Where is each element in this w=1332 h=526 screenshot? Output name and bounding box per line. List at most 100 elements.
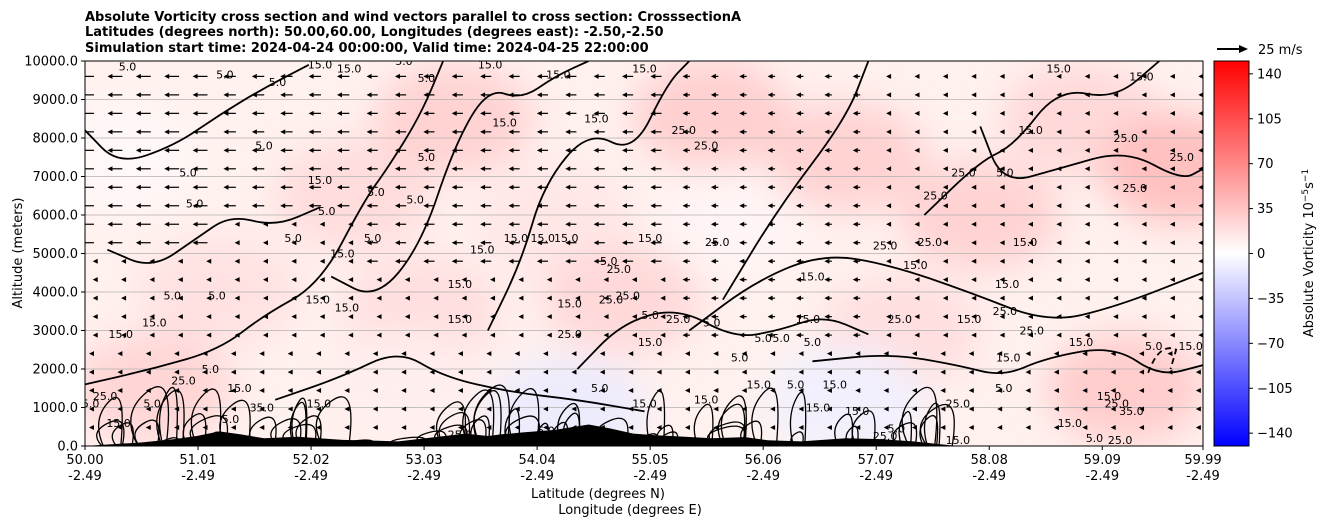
wind-vector-head	[971, 332, 977, 338]
x-tick-label-lon-3: -2.49	[407, 469, 441, 484]
wind-vector-539	[824, 73, 832, 79]
wind-vector-222	[401, 388, 407, 394]
wind-vector-head	[480, 221, 486, 227]
wind-vector-26	[121, 314, 127, 320]
wind-vector-head	[912, 425, 918, 431]
wind-vector-704	[1082, 351, 1088, 357]
wind-vector-8	[92, 277, 98, 283]
wind-vector-45	[149, 332, 155, 338]
wind-vector-304	[514, 351, 520, 357]
wind-vector-head	[770, 351, 776, 357]
wind-vector-433	[682, 184, 690, 190]
wind-vector-275	[451, 147, 463, 153]
wind-vector-596	[914, 129, 920, 135]
contour-low-squiggle-2	[156, 389, 185, 446]
wind-vector-head	[565, 92, 571, 98]
wind-vector-765	[1169, 332, 1175, 338]
wind-vector-509	[796, 258, 804, 264]
wind-vector-head	[423, 73, 429, 79]
wind-vector-203	[372, 369, 378, 375]
wind-vector-head	[968, 406, 974, 412]
wind-vector-495	[767, 147, 776, 153]
wind-vector-331	[536, 221, 549, 227]
wind-vector-head	[852, 203, 858, 209]
wind-vector-448	[710, 277, 719, 283]
wind-vector-head	[177, 295, 183, 301]
wind-vector-head	[682, 92, 688, 98]
wind-vector-head	[1169, 258, 1175, 264]
wind-vector-114	[223, 166, 236, 172]
wind-vector-441	[713, 406, 719, 412]
wind-vector-641	[997, 406, 1003, 412]
wind-vector-350	[565, 240, 577, 246]
wind-vector-head	[942, 147, 948, 153]
wind-vector-471	[739, 221, 747, 227]
wind-vector-head	[429, 406, 435, 412]
y-tick-label-7: 7000.0	[33, 170, 79, 185]
wind-vector-249	[423, 258, 435, 264]
wind-vector-647	[999, 295, 1005, 301]
wind-vector-238	[394, 92, 407, 98]
wind-vector-head	[710, 92, 716, 98]
wind-vector-head	[593, 258, 599, 264]
wind-vector-709	[1084, 258, 1090, 264]
wind-vector-636	[971, 129, 977, 135]
wind-vector-head	[883, 406, 889, 412]
wind-vector-223	[401, 369, 407, 375]
wind-vector-head	[940, 369, 946, 375]
contour-low-squiggle-23	[291, 397, 308, 446]
wind-vector-254	[423, 166, 435, 172]
contour-label-90: 35.0	[250, 401, 275, 414]
wind-vector-head	[164, 203, 170, 209]
contour-label-105: 15.0	[1058, 417, 1083, 430]
wind-vector-419	[650, 73, 662, 79]
y-tick-label-1: 1000.0	[33, 401, 79, 416]
wind-vector-407	[660, 295, 666, 301]
wind-vector-589	[914, 258, 920, 264]
wind-vector-head	[344, 406, 350, 412]
wind-vector-head	[348, 221, 354, 227]
wind-vector-head	[230, 388, 236, 394]
wind-vector-81	[202, 406, 208, 412]
wind-vector-708	[1084, 277, 1090, 283]
contour-label-5: 5.0	[395, 55, 413, 68]
wind-vector-head	[741, 406, 747, 412]
wind-vector-head	[599, 388, 605, 394]
wind-vector-259	[423, 73, 435, 79]
wind-vector-651	[999, 221, 1005, 227]
wind-vector-196	[336, 129, 350, 135]
wind-vector-741	[1139, 406, 1145, 412]
wind-vector-head	[914, 110, 920, 116]
contour-line-negative	[1147, 347, 1178, 374]
wind-vector-550	[852, 240, 861, 246]
wind-vector-head	[1110, 351, 1116, 357]
horizontal-gridlines	[85, 99, 1203, 408]
wind-vector-head	[336, 73, 342, 79]
wind-vector-231	[394, 221, 407, 227]
wind-vector-787	[1198, 295, 1203, 301]
wind-vector-92	[192, 203, 208, 209]
wind-vector-76	[164, 129, 180, 135]
contour-label-59: 5.0	[703, 317, 721, 330]
wind-vector-head	[394, 203, 400, 209]
wind-vector-388	[631, 277, 637, 283]
wind-vector-head	[401, 369, 407, 375]
wind-vector-head	[796, 184, 802, 190]
contour-label-75: 15.0	[1178, 340, 1203, 353]
wind-vector-head	[107, 110, 113, 116]
wind-vector-644	[997, 351, 1003, 357]
wind-vector-head	[480, 166, 486, 172]
wind-vector-396	[622, 129, 634, 135]
contour-label-57: 5.0	[641, 309, 659, 322]
wind-vector-489	[767, 258, 776, 264]
wind-vector-head	[192, 240, 198, 246]
wind-vector-52	[135, 203, 151, 209]
wind-vector-380	[628, 425, 634, 431]
wind-vector-head	[117, 425, 123, 431]
wind-vector-head	[543, 369, 549, 375]
wind-vector-head	[366, 166, 372, 172]
wind-vector-head	[575, 332, 581, 338]
wind-vector-head	[824, 147, 830, 153]
wind-vector-740	[1139, 425, 1145, 431]
wind-vector-head	[480, 147, 486, 153]
